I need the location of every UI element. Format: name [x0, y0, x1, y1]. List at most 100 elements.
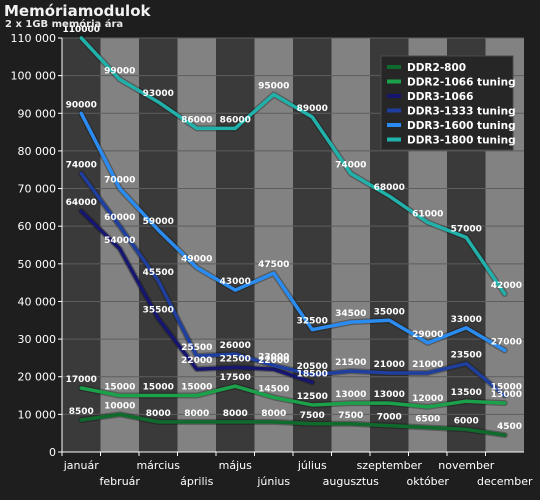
- y-tick-label: 40 000: [18, 295, 57, 308]
- data-label: 110000: [62, 25, 100, 35]
- column-band-4: [177, 38, 216, 452]
- data-label: 86000: [220, 115, 251, 125]
- data-label: 26000: [220, 341, 251, 351]
- x-tick-label: augusztus: [323, 475, 379, 488]
- data-label: 15000: [143, 383, 174, 393]
- data-label: 7500: [300, 411, 325, 421]
- data-label: 60000: [104, 213, 135, 223]
- data-label: 64000: [66, 198, 97, 208]
- data-label: 7500: [338, 411, 363, 421]
- y-tick-label: 0: [49, 446, 56, 459]
- data-label: 59000: [143, 217, 174, 227]
- data-label: 34500: [335, 309, 366, 319]
- x-tick-label: november: [438, 459, 494, 472]
- data-label: 17000: [66, 375, 97, 385]
- data-label: 20500: [297, 362, 328, 372]
- legend-box: [380, 55, 514, 151]
- data-label: 21000: [412, 360, 443, 370]
- data-label: 35000: [374, 307, 405, 317]
- column-band-8: [331, 38, 370, 452]
- x-tick-label: október: [407, 475, 450, 488]
- x-tick-label: július: [297, 459, 327, 472]
- data-label: 8000: [146, 409, 171, 419]
- series-line-2: [79, 384, 507, 409]
- x-tick-label: február: [100, 475, 141, 488]
- data-label: 74000: [66, 160, 97, 170]
- x-tick-label: szeptember: [357, 459, 423, 472]
- data-label: 22000: [258, 356, 289, 366]
- data-label: 22000: [181, 356, 212, 366]
- data-label: 29000: [412, 330, 443, 340]
- data-label: 13000: [374, 390, 405, 400]
- data-label: 23500: [451, 351, 482, 361]
- legend-entry-2: DDR2-1066 tuning: [407, 77, 516, 89]
- y-tick-label: 10 000: [18, 408, 57, 421]
- data-label: 70000: [104, 176, 135, 186]
- data-label: 8000: [223, 409, 248, 419]
- data-label: 18500: [297, 369, 328, 379]
- column-band-5: [216, 38, 255, 452]
- data-label: 12500: [297, 392, 328, 402]
- x-tick-label: június: [256, 475, 290, 488]
- data-label: 22500: [220, 354, 251, 364]
- data-label: 25500: [181, 343, 212, 353]
- y-tick-label: 60 000: [18, 220, 57, 233]
- x-tick-label: december: [477, 475, 533, 488]
- data-label: 15000: [181, 383, 212, 393]
- data-label: 32500: [297, 317, 328, 327]
- data-label: 35500: [143, 305, 174, 315]
- data-label: 21500: [335, 358, 366, 368]
- chart-title: Memóriamodulok: [4, 2, 151, 20]
- data-label: 6000: [454, 416, 479, 426]
- data-label: 57000: [451, 224, 482, 234]
- legend-entry-3: DDR3-1066: [407, 91, 473, 103]
- data-label: 54000: [104, 236, 135, 246]
- data-label: 12000: [412, 394, 443, 404]
- column-band-3: [139, 38, 178, 452]
- data-label: 10000: [104, 401, 135, 411]
- y-tick-label: 110 000: [11, 32, 57, 45]
- data-label: 13000: [491, 390, 522, 400]
- legend-entry-6: DDR3-1800 tuning: [407, 135, 516, 147]
- y-tick-label: 30 000: [18, 333, 57, 346]
- data-label: 95000: [258, 81, 289, 91]
- data-label: 33000: [451, 315, 482, 325]
- data-label: 14500: [258, 384, 289, 394]
- series-line-5: [79, 111, 507, 353]
- y-tick-label: 90 000: [18, 107, 57, 120]
- chart-subtitle: 2 x 1GB memória ára: [5, 19, 124, 30]
- data-label: 47500: [258, 260, 289, 270]
- data-label: 23000: [258, 352, 289, 362]
- data-label: 89000: [297, 104, 328, 114]
- column-band-1: [62, 38, 101, 452]
- x-tick-label: március: [136, 459, 180, 472]
- data-label: 86000: [181, 115, 212, 125]
- y-tick-label: 50 000: [18, 258, 57, 271]
- y-tick-label: 100 000: [11, 70, 57, 83]
- data-label: 8000: [184, 409, 209, 419]
- data-label: 17500: [220, 373, 251, 383]
- data-label: 99000: [104, 66, 135, 76]
- series-line-4: [79, 171, 507, 398]
- data-label: 13000: [335, 390, 366, 400]
- data-label: 61000: [412, 209, 443, 219]
- data-label: 21000: [374, 360, 405, 370]
- legend-entry-5: DDR3-1600 tuning: [407, 120, 516, 132]
- x-tick-label: május: [219, 459, 252, 472]
- x-tick-label: április: [180, 475, 213, 488]
- data-label: 45500: [143, 268, 174, 278]
- data-label: 74000: [335, 160, 366, 170]
- x-tick-label: január: [63, 459, 99, 472]
- series-line-1: [79, 412, 507, 437]
- data-label: 49000: [181, 255, 212, 265]
- data-label: 7000: [377, 413, 402, 423]
- data-label: 42000: [491, 281, 522, 291]
- y-tick-label: 70 000: [18, 183, 57, 196]
- data-label: 68000: [374, 183, 405, 193]
- series-line-6: [79, 36, 507, 296]
- legend-entry-1: DDR2-800: [407, 62, 466, 74]
- data-label: 27000: [491, 337, 522, 347]
- data-label: 4500: [497, 422, 522, 432]
